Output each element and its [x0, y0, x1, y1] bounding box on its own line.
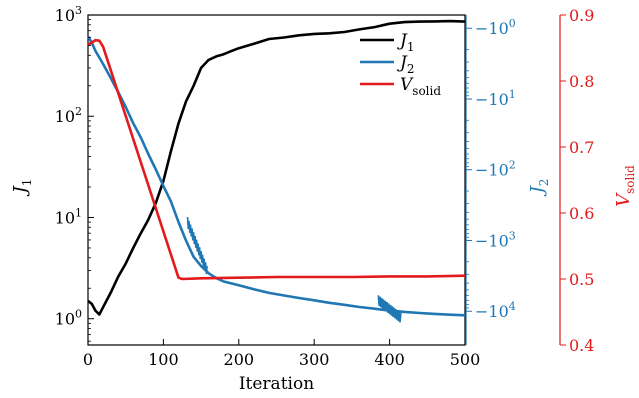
legend-entry: J1: [397, 31, 414, 54]
middle-tick-label: −101: [475, 88, 516, 109]
x-tick-label: 100: [148, 350, 179, 369]
middle-tick-label: −104: [475, 300, 516, 321]
plot-frame: [87, 14, 466, 346]
x-tick-label: 300: [299, 350, 330, 369]
middle-tick-label: −100: [475, 17, 516, 38]
series-layer: [86, 19, 466, 323]
x-tick-label: 400: [374, 350, 405, 369]
x-axis-label: Iteration: [239, 374, 314, 394]
axes-layer: 100 101 102 103 J1 0 100 200 300 400 500 Iteration −…: [10, 4, 637, 394]
j2-oscillation-band: [186, 217, 208, 275]
left-tick-label: 101: [55, 206, 82, 227]
middle-axis-label: J2: [527, 179, 551, 198]
left-tick-label: 102: [55, 105, 82, 126]
v-solid-series-line: [87, 38, 466, 281]
right-tick-label: 0.7: [569, 138, 594, 157]
legend-entry: Vsolid: [400, 75, 441, 98]
left-tick-label: 103: [55, 4, 82, 25]
j1-series-line: [87, 19, 466, 316]
right-tick-label: 0.8: [569, 72, 594, 91]
middle-tick-label: −103: [475, 229, 516, 250]
x-tick-label: 500: [450, 350, 481, 369]
j2-oscillation-band: [377, 295, 402, 323]
left-tick-label: 100: [55, 308, 82, 329]
x-tick-label: 200: [224, 350, 255, 369]
right-tick-label: 0.6: [569, 204, 594, 223]
x-tick-label: 0: [83, 350, 93, 369]
plot-area: [87, 14, 466, 346]
middle-tick-label: −102: [475, 159, 516, 180]
right-tick-label: 0.9: [569, 6, 594, 25]
right-tick-label: 0.5: [569, 270, 594, 289]
legend-entry: J2: [397, 53, 414, 76]
left-axis-label: J1: [10, 179, 34, 198]
right-tick-label: 0.4: [569, 336, 594, 355]
j2-series-line: [86, 35, 466, 317]
right-axis-label: Vsolid: [613, 165, 637, 207]
